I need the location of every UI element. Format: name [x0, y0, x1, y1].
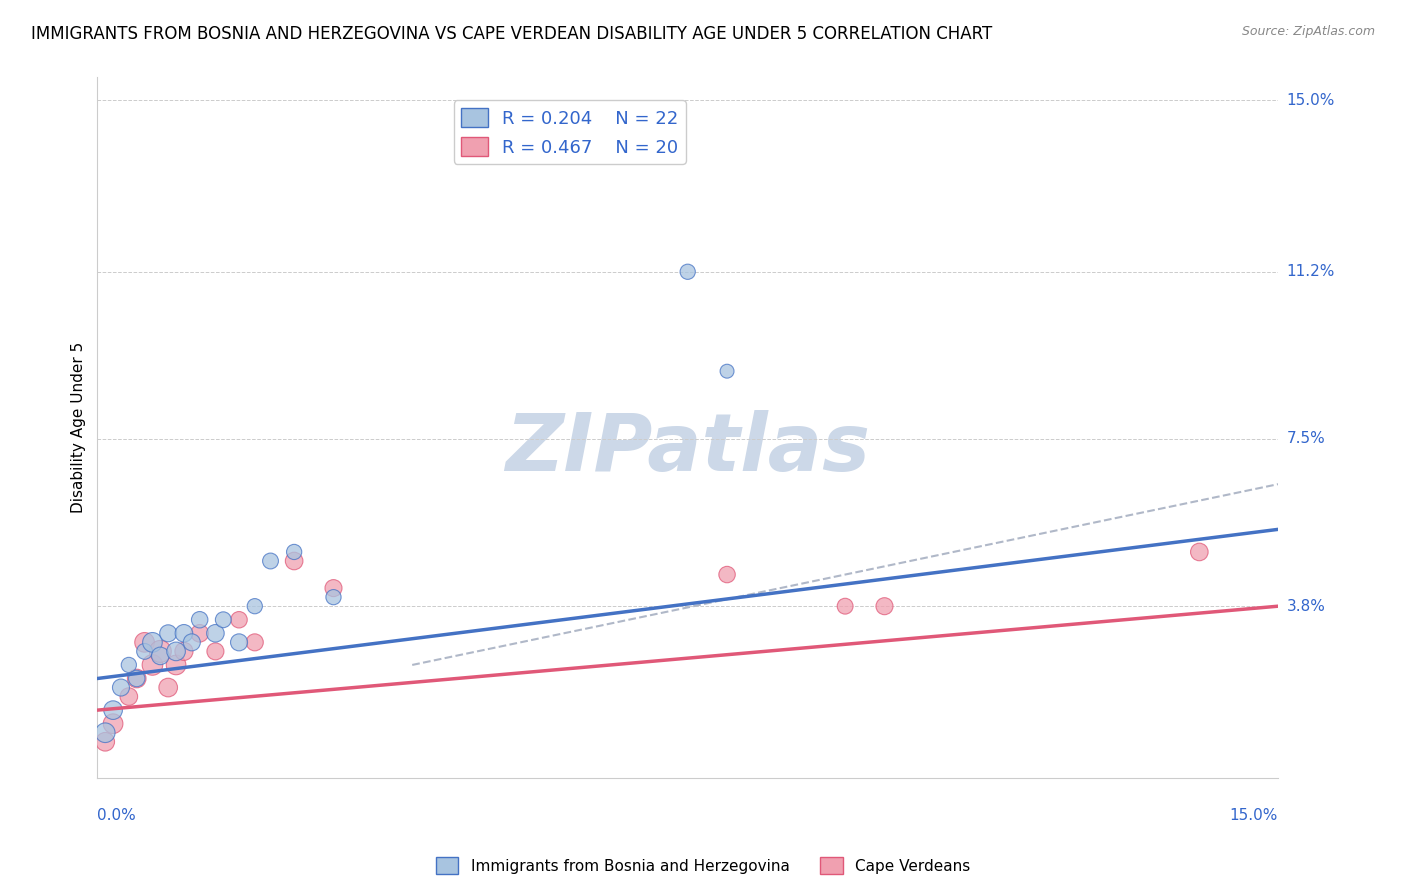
Point [676, 265, 699, 279]
Point [141, 657, 163, 672]
Point [94, 735, 117, 749]
Point [212, 613, 235, 627]
Point [165, 644, 187, 658]
Point [716, 567, 738, 582]
Point [204, 644, 226, 658]
Point [101, 716, 124, 731]
Point [228, 613, 250, 627]
Text: ZIPatlas: ZIPatlas [505, 409, 870, 488]
Text: 11.2%: 11.2% [1286, 264, 1334, 279]
Point [322, 581, 344, 595]
Point [228, 635, 250, 649]
Point [243, 599, 266, 614]
Point [165, 657, 187, 672]
Point [134, 635, 156, 649]
Y-axis label: Disability Age Under 5: Disability Age Under 5 [72, 342, 86, 513]
Point [716, 364, 738, 378]
Point [125, 672, 148, 686]
Point [322, 590, 344, 604]
Point [110, 681, 132, 695]
Point [283, 554, 305, 568]
Text: 3.8%: 3.8% [1286, 599, 1326, 614]
Point [283, 545, 305, 559]
Legend: R = 0.204    N = 22, R = 0.467    N = 20: R = 0.204 N = 22, R = 0.467 N = 20 [454, 101, 686, 164]
Point [118, 657, 141, 672]
Point [94, 725, 117, 739]
Text: 7.5%: 7.5% [1286, 432, 1324, 447]
Point [259, 554, 281, 568]
Point [101, 703, 124, 717]
Point [118, 690, 141, 704]
Point [204, 626, 226, 640]
Point [873, 599, 896, 614]
Text: 0.0%: 0.0% [97, 808, 136, 823]
Point [149, 644, 172, 658]
Point [180, 635, 202, 649]
Legend: Immigrants from Bosnia and Herzegovina, Cape Verdeans: Immigrants from Bosnia and Herzegovina, … [429, 851, 977, 880]
Point [173, 626, 195, 640]
Text: Source: ZipAtlas.com: Source: ZipAtlas.com [1241, 25, 1375, 38]
Point [173, 644, 195, 658]
Point [125, 672, 148, 686]
Text: IMMIGRANTS FROM BOSNIA AND HERZEGOVINA VS CAPE VERDEAN DISABILITY AGE UNDER 5 CO: IMMIGRANTS FROM BOSNIA AND HERZEGOVINA V… [31, 25, 993, 43]
Point [149, 648, 172, 663]
Point [1188, 545, 1211, 559]
Point [157, 626, 180, 640]
Point [157, 681, 180, 695]
Text: 15.0%: 15.0% [1286, 93, 1334, 108]
Point [243, 635, 266, 649]
Point [834, 599, 856, 614]
Text: 15.0%: 15.0% [1230, 808, 1278, 823]
Point [134, 644, 156, 658]
Point [188, 626, 211, 640]
Point [141, 635, 163, 649]
Point [188, 613, 211, 627]
